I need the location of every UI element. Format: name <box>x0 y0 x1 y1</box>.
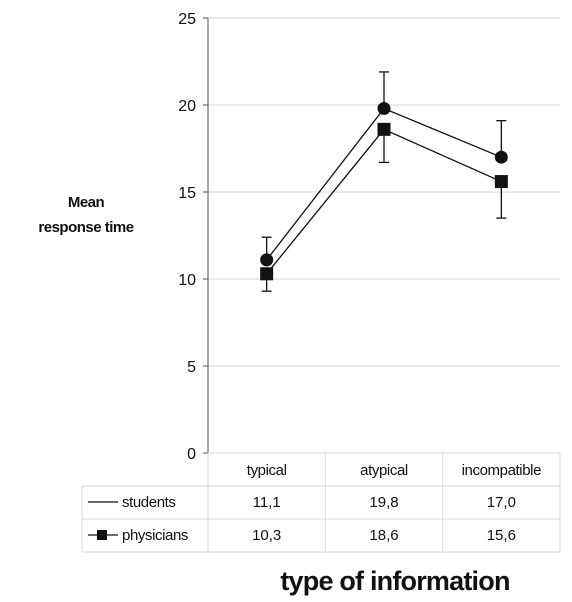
legend-label-students: students <box>122 494 176 511</box>
data-label: 17,0 <box>487 494 516 511</box>
data-point-students <box>494 150 508 164</box>
y-tick-label: 10 <box>178 272 196 289</box>
data-point-physicians <box>377 122 391 136</box>
data-label: 19,8 <box>369 494 398 511</box>
legend-label-physicians: physicians <box>122 527 188 544</box>
y-tick-label: 5 <box>187 359 196 376</box>
legend-marker-physicians <box>97 530 107 540</box>
y-axis-label-line2: response time <box>38 219 134 236</box>
data-label: 11,1 <box>253 494 281 511</box>
y-axis-label-line1: Mean <box>67 194 105 211</box>
y-tick-label: 25 <box>178 11 196 28</box>
data-point-students <box>377 101 391 115</box>
data-point-students <box>260 253 274 267</box>
y-axis-label: Mean response time <box>26 190 146 240</box>
data-label: 10,3 <box>252 527 281 544</box>
data-label: 18,6 <box>369 527 398 544</box>
x-axis-label: type of information <box>280 566 510 596</box>
category-label: incompatible <box>462 462 541 479</box>
y-tick-label: 15 <box>178 185 196 202</box>
category-label: atypical <box>360 462 408 479</box>
y-tick-label: 0 <box>187 446 196 463</box>
y-tick-label: 20 <box>178 98 196 115</box>
data-point-physicians <box>260 267 274 281</box>
category-label: typical <box>247 462 287 479</box>
data-label: 15,6 <box>487 527 516 544</box>
data-point-physicians <box>494 175 508 189</box>
